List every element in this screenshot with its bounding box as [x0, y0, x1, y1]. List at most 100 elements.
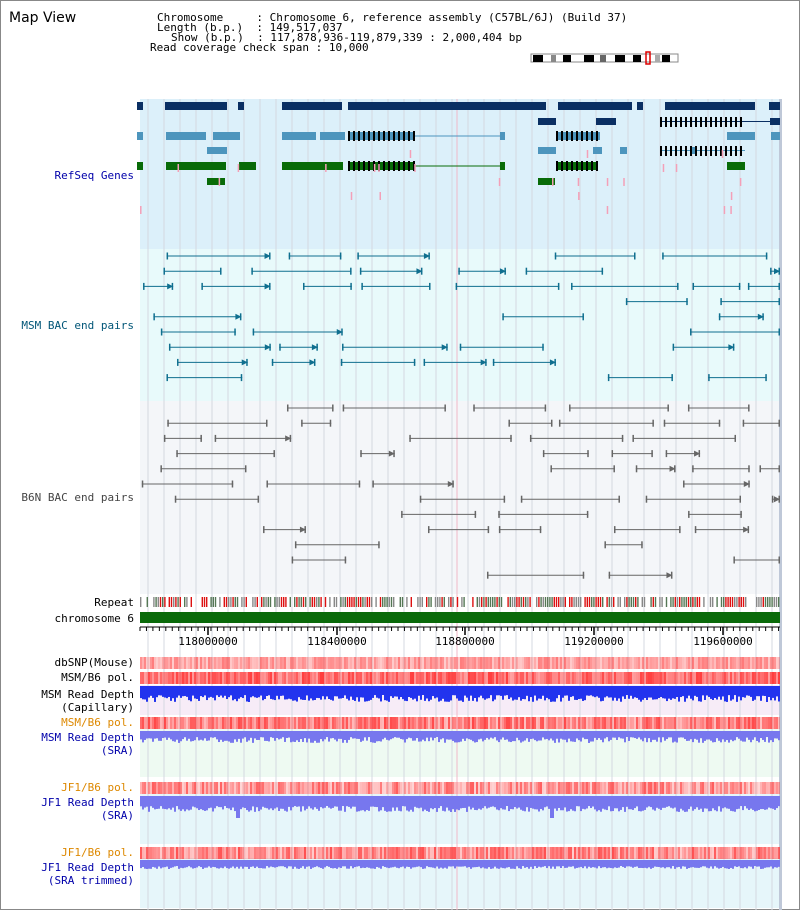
- msm-depth-cap-bar: [682, 686, 684, 697]
- msm-depth-sra-bar: [354, 731, 356, 739]
- jf1-pol2-heat: [382, 847, 384, 859]
- jf1-pol-heat: [738, 782, 740, 794]
- repeat-mark: [434, 597, 437, 607]
- jf1-depth-trim-bar: [508, 860, 510, 868]
- msm-pol-heat: [566, 672, 568, 684]
- jf1-pol2-heat: [714, 847, 716, 859]
- jf1-depth-trim-bar: [492, 860, 494, 869]
- jf1-depth-trim-bar: [454, 860, 456, 869]
- msm-depth-sra-bar: [318, 731, 320, 743]
- msm-pol-sra-heat: [664, 717, 666, 729]
- msm-pol-sra-heat: [454, 717, 456, 729]
- msm-pol-heat: [410, 672, 412, 684]
- track-label-dbsnp[interactable]: dbSNP(Mouse): [54, 656, 134, 669]
- track-label-jf1-depth-sra[interactable]: JF1 Read Depth (SRA): [41, 796, 134, 822]
- track-label-jf1-b6-pol[interactable]: JF1/B6 pol.: [61, 781, 134, 794]
- jf1-depth-trim-bar: [428, 860, 430, 868]
- jf1-depth-sra-bar: [322, 796, 324, 809]
- msm-depth-cap-bar: [458, 686, 460, 701]
- track-label-msm-b6-pol[interactable]: MSM/B6 pol.: [61, 671, 134, 684]
- msm-depth-sra-bar: [608, 731, 610, 742]
- msm-depth-cap-bar: [316, 686, 318, 698]
- msm-bac-pair-arrow: [728, 344, 735, 351]
- dbsnp-heat: [562, 657, 564, 669]
- jf1-pol-heat: [604, 782, 606, 794]
- jf1-pol-heat: [530, 782, 532, 794]
- track-label-jf1-b6-pol-2[interactable]: JF1/B6 pol.: [61, 846, 134, 859]
- repeat-mark: [637, 597, 639, 607]
- msm-depth-cap-bar: [712, 686, 714, 701]
- msm-pol-heat: [188, 672, 190, 684]
- dbsnp-heat: [164, 657, 166, 669]
- jf1-pol-heat: [556, 782, 558, 794]
- repeat-mark: [349, 597, 351, 607]
- jf1-depth-sra-bar: [618, 796, 620, 812]
- b6n-bac-pair-end: [778, 465, 780, 473]
- jf1-depth-sra-bar: [682, 796, 684, 811]
- dbsnp-heat: [266, 657, 268, 669]
- jf1-pol-heat: [740, 782, 742, 794]
- track-label-msm-depth-capillary[interactable]: MSM Read Depth (Capillary): [41, 688, 134, 714]
- jf1-pol2-heat: [494, 847, 496, 859]
- dbsnp-heat: [380, 657, 382, 669]
- msm-depth-cap-bar: [250, 686, 252, 698]
- jf1-pol-heat: [280, 782, 282, 794]
- track-label-chromosome[interactable]: chromosome 6: [54, 612, 134, 625]
- msm-bac-pair-end: [339, 252, 342, 260]
- dbsnp-heat: [234, 657, 236, 669]
- msm-depth-sra-bar: [504, 731, 506, 740]
- jf1-pol2-heat: [746, 847, 748, 859]
- track-label-refseq-genes[interactable]: RefSeq Genes: [54, 169, 134, 182]
- track-label-jf1-depth-trimmed[interactable]: JF1 Read Depth (SRA trimmed): [41, 861, 134, 887]
- track-label-repeat[interactable]: Repeat: [94, 596, 134, 609]
- jf1-pol2-heat: [446, 847, 448, 859]
- jf1-depth-trim-bar: [776, 860, 778, 868]
- jf1-pol2-heat: [648, 847, 650, 859]
- jf1-pol-heat: [732, 782, 734, 794]
- msm-pol-sra-heat: [440, 717, 442, 729]
- jf1-depth-sra-bar: [606, 796, 608, 811]
- dbsnp-heat: [492, 657, 494, 669]
- msm-pol-sra-heat: [354, 717, 356, 729]
- jf1-pol-heat: [700, 782, 702, 794]
- jf1-depth-sra-bar: [342, 796, 344, 807]
- jf1-depth-sra-bar: [280, 796, 282, 809]
- jf1-pol-heat: [292, 782, 294, 794]
- jf1-pol2-heat: [264, 847, 266, 859]
- msm-pol-sra-heat: [320, 717, 322, 729]
- msm-pol-heat: [198, 672, 200, 684]
- track-label-msm-bac[interactable]: MSM BAC end pairs: [21, 319, 134, 332]
- dbsnp-heat: [444, 657, 446, 669]
- msm-pol-heat: [182, 672, 184, 684]
- dbsnp-heat: [378, 657, 380, 669]
- msm-pol-heat: [232, 672, 234, 684]
- msm-pol-sra-heat: [212, 717, 214, 729]
- msm-depth-sra-bar: [526, 731, 528, 739]
- jf1-depth-trim-bar: [614, 860, 616, 868]
- refseq-gene-exon: [727, 162, 745, 170]
- jf1-depth-sra-bar: [218, 796, 220, 808]
- track-label-b6n-bac[interactable]: B6N BAC end pairs: [21, 491, 134, 504]
- repeat-mark: [586, 597, 588, 607]
- msm-pol-sra-heat: [376, 717, 378, 729]
- repeat-mark: [399, 597, 401, 607]
- jf1-depth-sra-bar: [734, 796, 736, 812]
- jf1-depth-sra-bar: [448, 796, 450, 811]
- msm-pol-heat: [568, 672, 570, 684]
- msm-depth-cap-bar: [306, 686, 308, 696]
- jf1-pol2-heat: [510, 847, 512, 859]
- msm-depth-cap-bar: [498, 686, 500, 696]
- repeat-mark: [703, 597, 705, 607]
- track-label-msm-b6-pol-sra[interactable]: MSM/B6 pol.: [61, 716, 134, 729]
- refseq-gene-exon: [769, 102, 780, 110]
- msm-depth-cap-bar: [432, 686, 434, 697]
- b6n-bac-pair-arrow: [299, 526, 306, 533]
- jf1-depth-sra-bar: [414, 796, 416, 807]
- jf1-depth-sra-bar: [208, 796, 210, 809]
- jf1-depth-sra-bar: [334, 796, 336, 807]
- b6n-bac-pair-end: [520, 495, 523, 503]
- msm-depth-sra-bar: [766, 731, 768, 738]
- msm-depth-sra-bar: [230, 731, 232, 743]
- track-label-msm-depth-sra[interactable]: MSM Read Depth (SRA): [41, 731, 134, 757]
